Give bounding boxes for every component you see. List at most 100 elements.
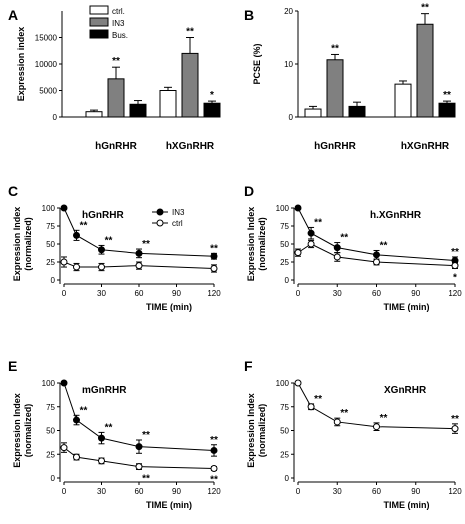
y-tick-label: 100 bbox=[276, 379, 290, 388]
data-point bbox=[307, 229, 315, 237]
significance-marker: ** bbox=[443, 90, 451, 101]
data-point bbox=[210, 446, 218, 454]
y-tick-label: 100 bbox=[276, 204, 290, 213]
bar bbox=[304, 108, 322, 118]
significance-marker: ** bbox=[186, 27, 194, 38]
significance-marker: ** bbox=[340, 408, 348, 419]
y-tick-label: 0 bbox=[285, 276, 290, 285]
legend-label: ctrl bbox=[172, 219, 183, 228]
data-point bbox=[333, 253, 341, 261]
y-axis-label-line: Expression Index bbox=[246, 393, 256, 468]
data-point bbox=[60, 444, 68, 452]
legend: ctrl. IN3 Bus. bbox=[89, 5, 128, 40]
data-point bbox=[294, 249, 302, 257]
significance-marker: ** bbox=[105, 422, 113, 433]
data-point bbox=[451, 262, 459, 270]
data-point bbox=[98, 246, 105, 254]
significance-marker: ** bbox=[421, 3, 429, 14]
data-point bbox=[60, 258, 68, 266]
x-tick-label: 90 bbox=[411, 289, 420, 298]
significance-marker: ** bbox=[80, 220, 88, 231]
y-tick-label: 75 bbox=[280, 222, 289, 231]
significance-marker: ** bbox=[314, 217, 322, 228]
x-axis-label: TIME (min) bbox=[146, 302, 192, 312]
y-axis-label: PCSE (%) bbox=[252, 43, 262, 84]
panel-E: E 0 25 50 75 100 0 30 60 90 120 TIME (min) Expressio… bbox=[8, 358, 221, 510]
y-tick-label: 10 bbox=[284, 60, 293, 69]
category-label: hXGnRHR bbox=[401, 141, 450, 152]
significance-marker: ** bbox=[112, 56, 120, 67]
x-tick-label: 30 bbox=[333, 289, 342, 298]
data-point bbox=[135, 443, 143, 451]
data-point bbox=[135, 262, 143, 270]
panel-title: h.XGnRHR bbox=[370, 210, 422, 221]
data-point bbox=[451, 425, 459, 433]
y-tick-label: 0 bbox=[53, 113, 58, 122]
bar bbox=[394, 83, 412, 118]
y-tick-label: 25 bbox=[280, 450, 289, 459]
category-label: hXGnRHR bbox=[166, 141, 215, 152]
bar bbox=[348, 105, 366, 118]
significance-marker: ** bbox=[380, 413, 388, 424]
significance-marker: ** bbox=[331, 43, 339, 54]
x-tick-label: 120 bbox=[207, 289, 221, 298]
significance-marker: ** bbox=[105, 235, 113, 246]
y-tick-label: 0 bbox=[285, 474, 290, 483]
data-point bbox=[373, 251, 380, 259]
y-tick-label: 15000 bbox=[35, 34, 58, 43]
significance-marker: ** bbox=[142, 473, 150, 484]
data-point bbox=[73, 416, 80, 424]
y-tick-label: 0 bbox=[51, 474, 56, 483]
x-tick-label: 60 bbox=[135, 289, 144, 298]
data-point bbox=[373, 423, 380, 431]
y-axis-label: Expression Index(normalized) bbox=[246, 393, 267, 468]
significance-marker: ** bbox=[380, 240, 388, 251]
legend-swatch bbox=[89, 17, 109, 27]
data-point bbox=[73, 453, 80, 461]
data-point bbox=[98, 457, 105, 465]
x-tick-label: 30 bbox=[333, 487, 342, 496]
y-tick-label: 75 bbox=[46, 403, 55, 412]
x-tick-label: 120 bbox=[448, 289, 462, 298]
significance-marker: ** bbox=[314, 394, 322, 405]
x-tick-label: 120 bbox=[448, 487, 462, 496]
data-point bbox=[73, 263, 80, 271]
x-tick-label: 30 bbox=[97, 487, 106, 496]
y-tick-label: 100 bbox=[42, 379, 56, 388]
y-tick-label: 25 bbox=[46, 258, 55, 267]
y-tick-label: 20 bbox=[284, 7, 293, 16]
panel-B: B 0 10 20 PCSE (%) hGnRHR hXGnRHR ** ** ** bbox=[244, 3, 456, 152]
panel-A: A 0 5000 10000 15000 Expression index hGnRHR hX… bbox=[8, 7, 221, 152]
y-axis-label-line: (normalized) bbox=[23, 404, 33, 458]
data-point bbox=[333, 244, 341, 252]
x-tick-label: 0 bbox=[62, 487, 67, 496]
significance-marker: ** bbox=[142, 430, 150, 441]
x-tick-label: 90 bbox=[172, 289, 181, 298]
x-tick-label: 0 bbox=[62, 289, 67, 298]
bar bbox=[107, 78, 125, 118]
data-point bbox=[210, 465, 218, 472]
y-axis-label: Expression Index(normalized) bbox=[12, 393, 33, 468]
data-point bbox=[307, 240, 315, 248]
data-point bbox=[210, 252, 218, 260]
bar bbox=[129, 103, 147, 118]
y-tick-label: 50 bbox=[46, 240, 55, 249]
data-point bbox=[135, 249, 143, 257]
significance-marker: ** bbox=[80, 405, 88, 416]
data-point bbox=[307, 403, 315, 411]
data-point bbox=[333, 418, 341, 426]
x-axis-label: TIME (min) bbox=[146, 500, 192, 510]
y-tick-label: 75 bbox=[280, 403, 289, 412]
significance-marker: ** bbox=[210, 474, 218, 485]
significance-marker: ** bbox=[210, 435, 218, 446]
data-point bbox=[294, 379, 302, 387]
panel-F: F 0 25 50 75 100 0 30 60 90 120 TIME (min) Expressio… bbox=[244, 358, 462, 510]
y-tick-label: 5000 bbox=[39, 87, 57, 96]
y-axis-label: Expression index bbox=[16, 27, 26, 102]
legend-marker bbox=[156, 219, 164, 227]
significance-marker: ** bbox=[451, 247, 459, 258]
bar bbox=[416, 23, 434, 118]
legend-label: IN3 bbox=[112, 19, 125, 28]
panel-label: A bbox=[8, 7, 18, 23]
panel-label: C bbox=[8, 183, 18, 199]
